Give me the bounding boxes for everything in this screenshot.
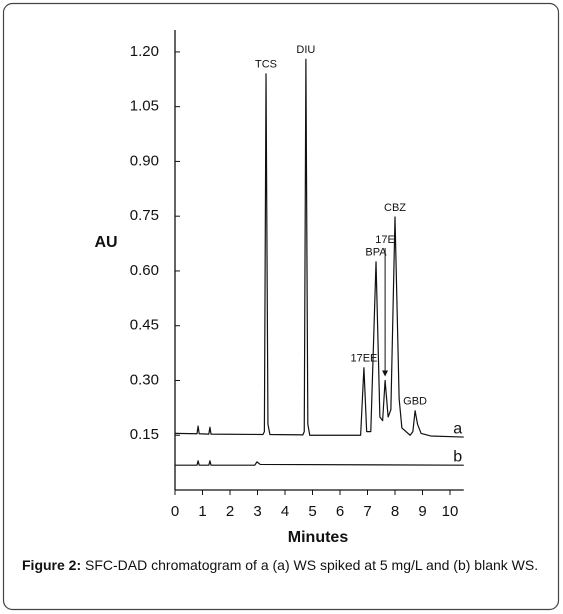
x-tick-label: 2 [226,503,234,520]
y-tick-label: 1.20 [130,43,159,60]
x-tick-label: 3 [253,503,261,520]
y-tick-label: 0.60 [130,262,159,279]
trace [175,460,464,466]
y-tick-label: 1.05 [130,98,159,115]
y-axis-label: AU [94,234,117,251]
arrow-head [382,370,389,377]
y-tick-label: 0.45 [130,317,159,334]
x-tick-label: 1 [198,503,206,520]
x-tick-label: 8 [391,503,399,520]
caption: Figure 2: SFC-DAD chromatogram of a (a) … [22,556,540,575]
series-label: a [453,420,462,437]
x-axis-label: Minutes [288,529,349,546]
x-tick-label: 6 [336,503,344,520]
x-tick-label: 0 [171,503,179,520]
x-tick-label: 5 [308,503,316,520]
peak-label: 17E [375,234,395,246]
caption-label: Figure 2: [22,557,82,573]
x-tick-label: 7 [363,503,371,520]
y-tick-label: 0.75 [130,207,159,224]
caption-text: SFC-DAD chromatogram of a (a) WS spiked … [85,557,539,573]
x-tick-label: 4 [281,503,289,520]
peak-label: 17EE [350,353,377,365]
y-tick-label: 0.15 [130,426,159,443]
x-tick-label: 9 [418,503,426,520]
peak-label: DIU [296,44,315,56]
peak-label: CBZ [384,202,406,214]
series-label: b [453,448,462,465]
y-tick-label: 0.30 [130,371,159,388]
x-tick-label: 10 [442,503,459,520]
peak-label: GBD [403,396,427,408]
trace [174,58,464,438]
peak-label: BPA [365,247,387,259]
y-tick-label: 0.90 [130,152,159,169]
peak-label: TCS [255,59,277,71]
